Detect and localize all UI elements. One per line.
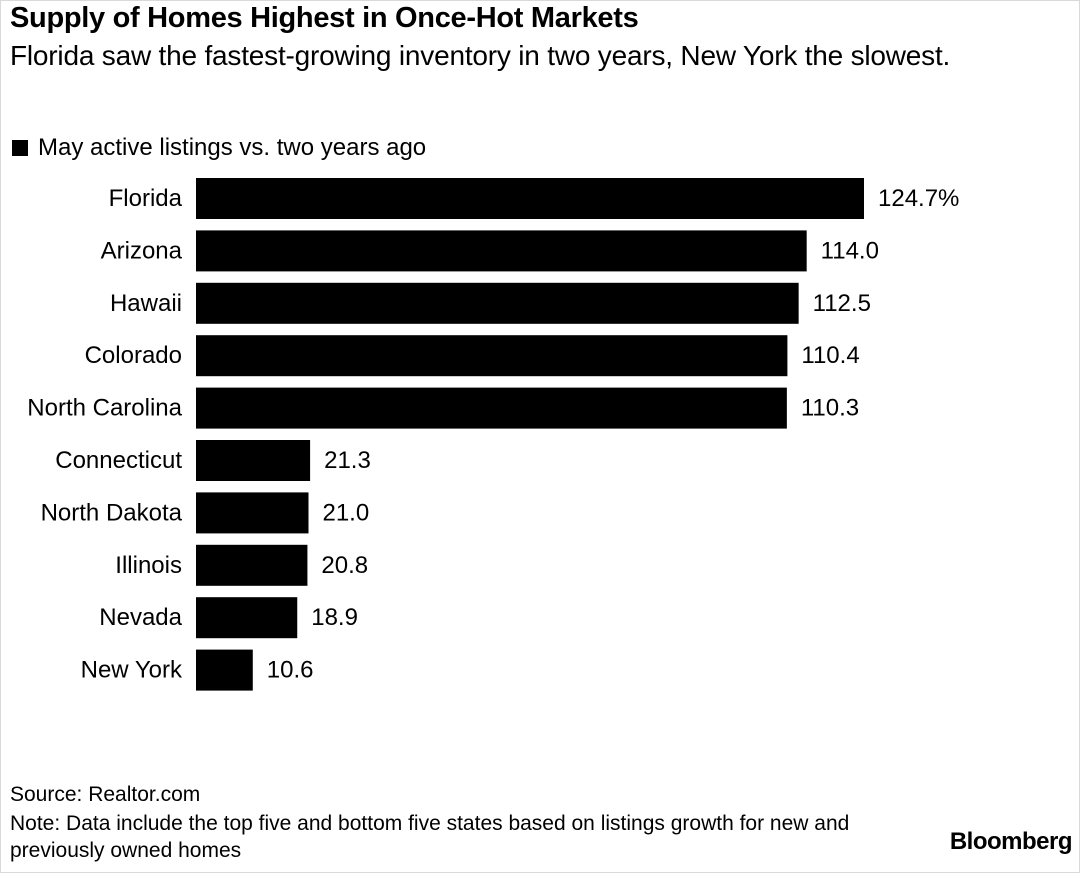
bar — [196, 178, 864, 219]
category-label: Illinois — [115, 552, 182, 579]
chart-subtitle: Florida saw the fastest-growing inventor… — [10, 40, 951, 71]
bar — [196, 492, 309, 534]
bar — [196, 440, 311, 481]
value-label: 124.7% — [878, 185, 959, 212]
category-label: Connecticut — [55, 447, 182, 474]
source-text: Source: Realtor.com — [10, 783, 201, 806]
legend-label: May active listings vs. two years ago — [38, 134, 427, 161]
category-label: Florida — [109, 185, 183, 212]
category-label: Nevada — [99, 604, 182, 631]
category-label: North Dakota — [41, 499, 183, 526]
bar — [196, 282, 799, 324]
value-label: 18.9 — [311, 604, 358, 631]
bar — [196, 544, 308, 586]
value-label: 112.5 — [813, 290, 871, 317]
value-label: 114.0 — [821, 237, 879, 264]
value-label: 110.4 — [801, 342, 859, 369]
bar — [196, 387, 787, 429]
value-label: 21.3 — [324, 447, 371, 474]
note-text: Note: Data include the top five and bott… — [10, 812, 850, 862]
value-label: 20.8 — [321, 552, 368, 579]
chart-title: Supply of Homes Highest in Once-Hot Mark… — [10, 2, 639, 34]
category-label: Hawaii — [110, 290, 182, 317]
legend: May active listings vs. two years ago — [12, 134, 426, 162]
value-label: 110.3 — [801, 395, 859, 422]
bar — [196, 335, 788, 377]
bar-chart: Florida 124.7% Arizona 114.0 Hawaii 112.5 Colo… — [27, 178, 959, 691]
category-label: New York — [81, 657, 183, 684]
value-label: 21.0 — [322, 499, 369, 526]
category-label: North Carolina — [27, 395, 182, 422]
category-label: Arizona — [101, 237, 183, 264]
value-label: 10.6 — [267, 657, 314, 684]
bar — [196, 649, 253, 691]
legend-swatch — [12, 140, 28, 156]
bar — [196, 230, 807, 272]
bloomberg-logo: Bloomberg — [949, 828, 1073, 855]
category-label: Colorado — [85, 342, 182, 369]
bar — [196, 597, 298, 639]
